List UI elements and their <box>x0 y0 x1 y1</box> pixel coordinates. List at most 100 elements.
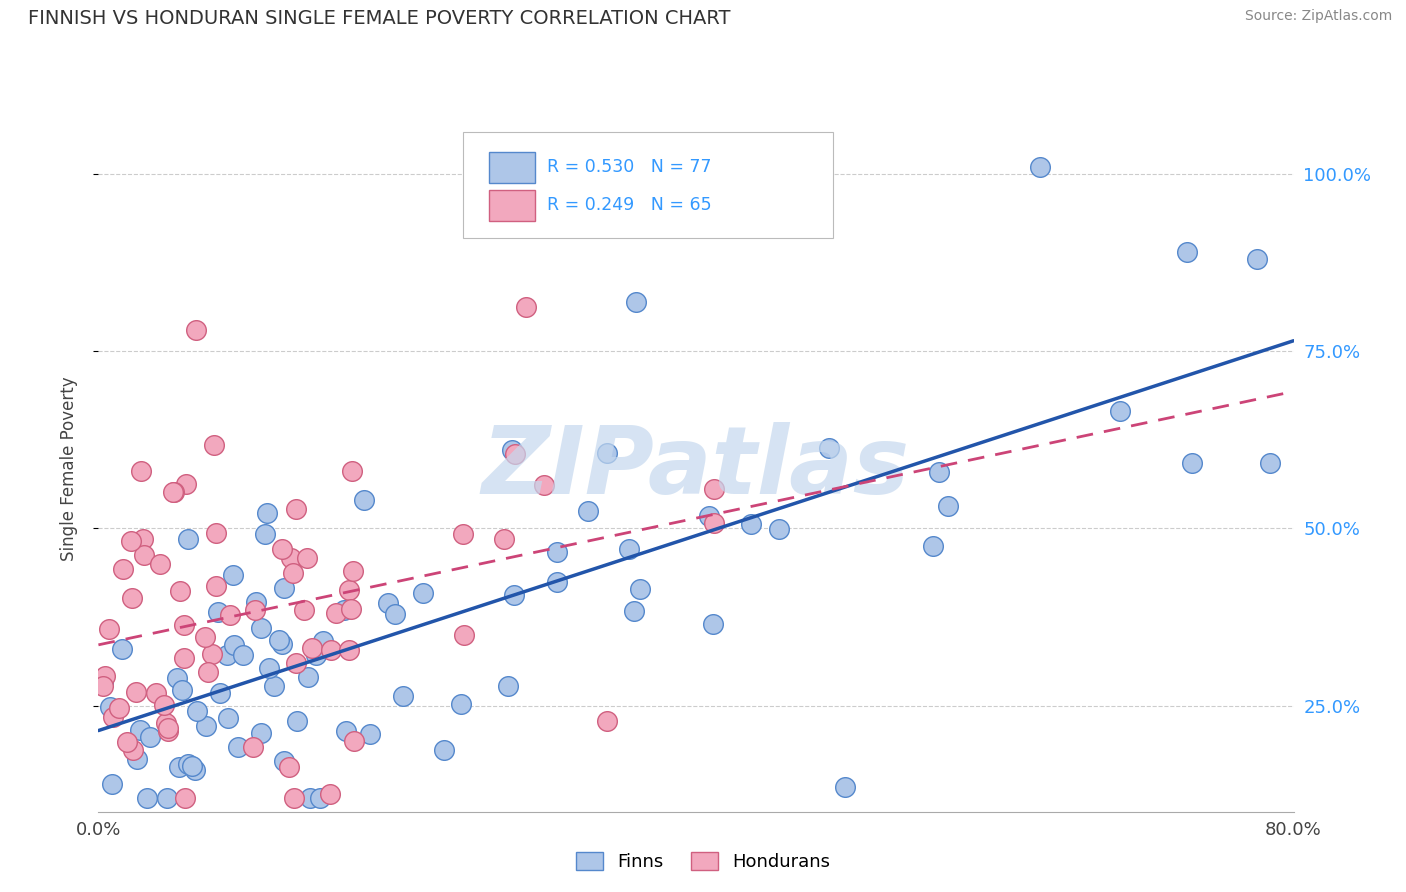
Point <box>139 730 162 744</box>
Point <box>335 723 357 738</box>
Point <box>195 718 218 732</box>
Point <box>157 724 180 739</box>
Point <box>254 527 277 541</box>
Point <box>209 685 232 699</box>
Point <box>166 672 188 686</box>
Point <box>546 575 568 590</box>
Point <box>128 723 150 738</box>
Point <box>222 567 245 582</box>
Point <box>319 643 342 657</box>
Point <box>226 739 249 754</box>
Point <box>305 648 328 663</box>
Point <box>353 492 375 507</box>
Point <box>215 648 238 662</box>
Point <box>129 463 152 477</box>
Point <box>224 638 246 652</box>
Point <box>202 438 225 452</box>
FancyBboxPatch shape <box>463 132 834 238</box>
Point <box>250 725 273 739</box>
Point <box>117 735 139 749</box>
Point <box>576 504 599 518</box>
Point <box>98 700 121 714</box>
Point <box>337 642 360 657</box>
Point <box>547 544 569 558</box>
Point <box>145 686 167 700</box>
Point <box>132 548 155 562</box>
Point <box>319 787 342 801</box>
Point <box>343 734 366 748</box>
Point <box>494 532 516 546</box>
Point <box>122 742 145 756</box>
Point <box>98 622 121 636</box>
Point <box>173 650 195 665</box>
Point <box>292 603 315 617</box>
Point <box>928 465 950 479</box>
Point <box>703 482 725 496</box>
Text: FINNISH VS HONDURAN SINGLE FEMALE POVERTY CORRELATION CHART: FINNISH VS HONDURAN SINGLE FEMALE POVERT… <box>28 9 731 28</box>
Point <box>257 661 280 675</box>
Point <box>1181 456 1204 470</box>
Point <box>301 641 323 656</box>
Point <box>623 604 645 618</box>
Point <box>273 754 295 768</box>
Point <box>342 564 364 578</box>
Point <box>377 596 399 610</box>
Point <box>219 608 242 623</box>
Point <box>626 294 648 309</box>
Point <box>205 525 228 540</box>
Point <box>156 790 179 805</box>
Point <box>135 790 157 805</box>
Point <box>245 595 267 609</box>
Point <box>177 533 200 547</box>
Point <box>125 752 148 766</box>
Point <box>285 714 308 728</box>
Point <box>111 642 134 657</box>
Point <box>207 605 229 619</box>
Point <box>201 647 224 661</box>
Point <box>936 499 959 513</box>
Point <box>337 582 360 597</box>
Point <box>111 562 134 576</box>
Point <box>155 715 177 730</box>
Point <box>768 522 790 536</box>
Point <box>283 790 305 805</box>
Point <box>186 704 208 718</box>
Point <box>91 676 114 690</box>
Point <box>359 727 381 741</box>
Point <box>273 581 295 595</box>
Point <box>384 607 406 621</box>
Point <box>740 516 762 531</box>
Point <box>834 780 856 794</box>
FancyBboxPatch shape <box>489 190 534 221</box>
Point <box>433 743 456 757</box>
Point <box>391 689 413 703</box>
Point <box>271 637 294 651</box>
Point <box>197 665 219 680</box>
Point <box>121 591 143 606</box>
Point <box>284 501 307 516</box>
Point <box>1109 404 1132 418</box>
Point <box>702 617 724 632</box>
Point <box>177 757 200 772</box>
Point <box>163 485 186 500</box>
FancyBboxPatch shape <box>489 153 534 183</box>
Point <box>172 683 194 698</box>
Point <box>194 630 217 644</box>
Point <box>703 516 725 531</box>
Point <box>412 586 434 600</box>
Text: R = 0.530   N = 77: R = 0.530 N = 77 <box>547 159 711 177</box>
Point <box>280 550 302 565</box>
Point <box>533 477 555 491</box>
Point <box>297 669 319 683</box>
Point <box>628 582 651 597</box>
Point <box>107 701 129 715</box>
Point <box>453 628 475 642</box>
Point <box>256 506 278 520</box>
Point <box>617 541 640 556</box>
Point <box>921 539 943 553</box>
Point <box>333 602 356 616</box>
Point <box>1246 252 1268 266</box>
Point <box>231 648 253 662</box>
Point <box>174 790 197 805</box>
Point <box>1175 244 1198 259</box>
